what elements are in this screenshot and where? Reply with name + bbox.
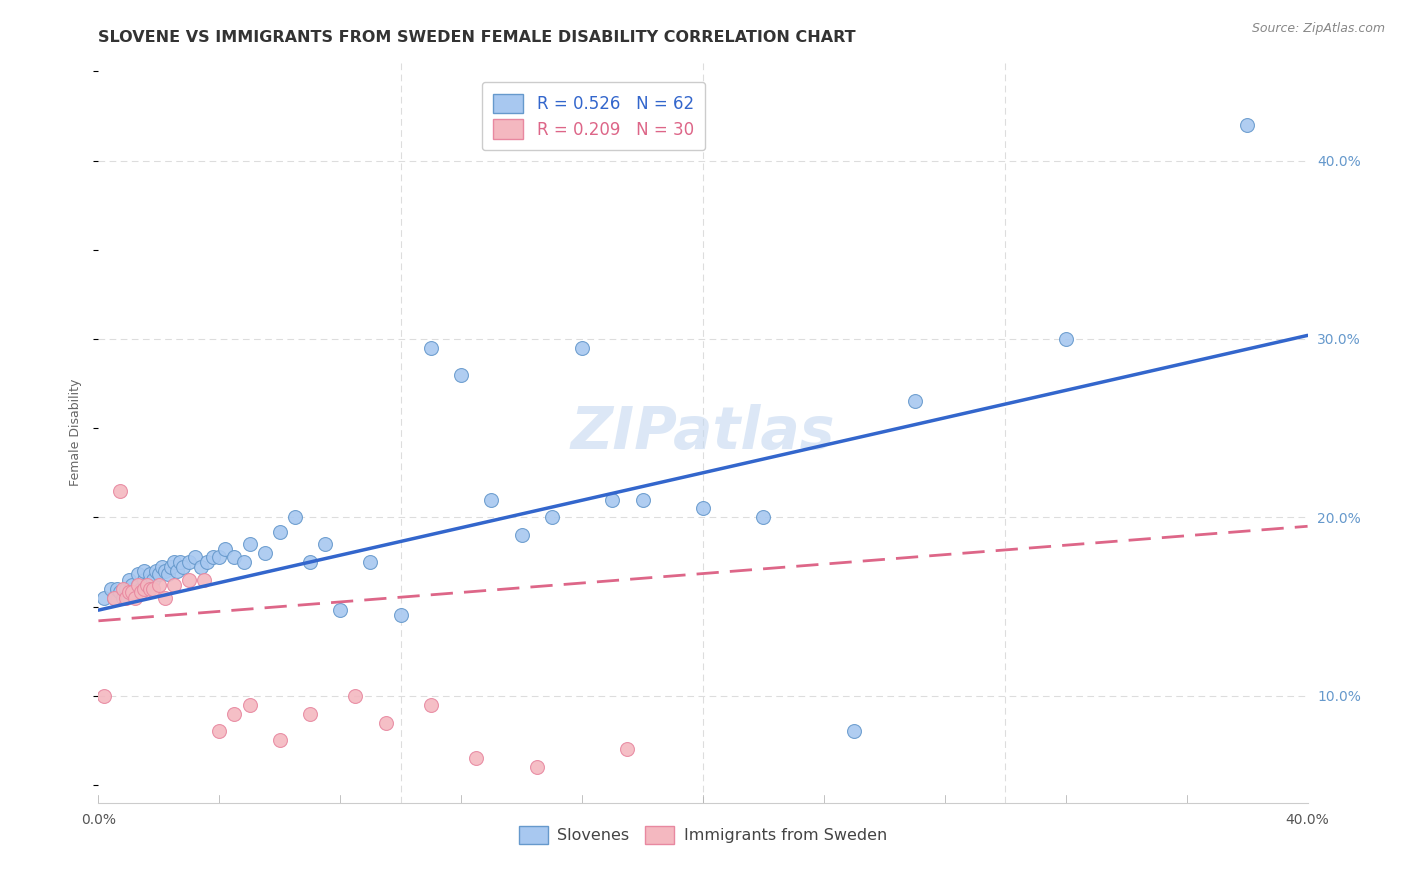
Point <box>139 567 162 582</box>
Point <box>127 578 149 592</box>
Point <box>360 555 382 569</box>
Point <box>179 555 201 569</box>
Point <box>100 582 122 596</box>
Point <box>103 591 125 605</box>
Point <box>156 567 179 582</box>
Point <box>269 524 291 539</box>
Point <box>153 564 176 578</box>
Point <box>148 578 170 592</box>
Point <box>160 560 183 574</box>
Point <box>465 751 488 765</box>
Point <box>232 555 254 569</box>
Point <box>121 585 143 599</box>
Point <box>172 560 194 574</box>
Point <box>239 537 262 551</box>
Point <box>118 573 141 587</box>
Point <box>139 582 162 596</box>
Point <box>127 567 149 582</box>
Point <box>124 591 146 605</box>
Point <box>510 528 533 542</box>
Point <box>420 341 443 355</box>
Point <box>121 578 143 592</box>
Point <box>389 608 412 623</box>
Point <box>374 715 396 730</box>
Point <box>111 591 134 605</box>
Point <box>202 549 225 564</box>
Point <box>344 689 367 703</box>
Legend: Slovenes, Immigrants from Sweden: Slovenes, Immigrants from Sweden <box>513 819 893 850</box>
Point <box>1236 118 1258 132</box>
Point <box>481 492 503 507</box>
Point <box>314 537 336 551</box>
Point <box>124 585 146 599</box>
Point <box>135 578 157 592</box>
Point <box>208 549 231 564</box>
Point <box>269 733 291 747</box>
Point <box>253 546 276 560</box>
Point <box>93 591 115 605</box>
Point <box>139 573 162 587</box>
Point <box>526 760 548 774</box>
Point <box>195 555 218 569</box>
Point <box>129 585 152 599</box>
Point <box>142 573 165 587</box>
Point <box>129 582 152 596</box>
Point <box>166 564 188 578</box>
Point <box>148 567 170 582</box>
Point <box>114 591 136 605</box>
Point <box>450 368 472 382</box>
Point <box>208 724 231 739</box>
Point <box>118 585 141 599</box>
Point <box>224 706 246 721</box>
Point <box>602 492 624 507</box>
Point <box>284 510 307 524</box>
Point <box>127 578 149 592</box>
Point <box>150 560 173 574</box>
Point <box>108 483 131 498</box>
Point <box>239 698 262 712</box>
Text: ZIPatlas: ZIPatlas <box>571 404 835 461</box>
Point <box>132 582 155 596</box>
Text: Source: ZipAtlas.com: Source: ZipAtlas.com <box>1251 22 1385 36</box>
Point <box>108 585 131 599</box>
Point <box>844 724 866 739</box>
Point <box>114 582 136 596</box>
Point <box>135 578 157 592</box>
Point <box>616 742 638 756</box>
Point <box>105 582 128 596</box>
Point <box>169 555 191 569</box>
Y-axis label: Female Disability: Female Disability <box>69 379 83 486</box>
Point <box>571 341 593 355</box>
Point <box>111 582 134 596</box>
Point <box>299 555 322 569</box>
Point <box>118 585 141 599</box>
Point <box>103 591 125 605</box>
Point <box>904 394 927 409</box>
Point <box>631 492 654 507</box>
Point <box>184 549 207 564</box>
Point <box>329 603 352 617</box>
Point <box>299 706 322 721</box>
Point <box>1054 332 1077 346</box>
Point <box>93 689 115 703</box>
Point <box>179 573 201 587</box>
Point <box>190 560 212 574</box>
Point <box>420 698 443 712</box>
Text: SLOVENE VS IMMIGRANTS FROM SWEDEN FEMALE DISABILITY CORRELATION CHART: SLOVENE VS IMMIGRANTS FROM SWEDEN FEMALE… <box>98 29 856 45</box>
Point <box>692 501 714 516</box>
Point <box>153 591 176 605</box>
Point <box>163 555 186 569</box>
Point <box>193 573 215 587</box>
Point <box>145 564 167 578</box>
Point <box>163 578 186 592</box>
Point <box>132 573 155 587</box>
Point <box>224 549 246 564</box>
Point <box>214 542 236 557</box>
Point <box>540 510 562 524</box>
Point <box>132 564 155 578</box>
Point <box>752 510 775 524</box>
Point <box>142 582 165 596</box>
